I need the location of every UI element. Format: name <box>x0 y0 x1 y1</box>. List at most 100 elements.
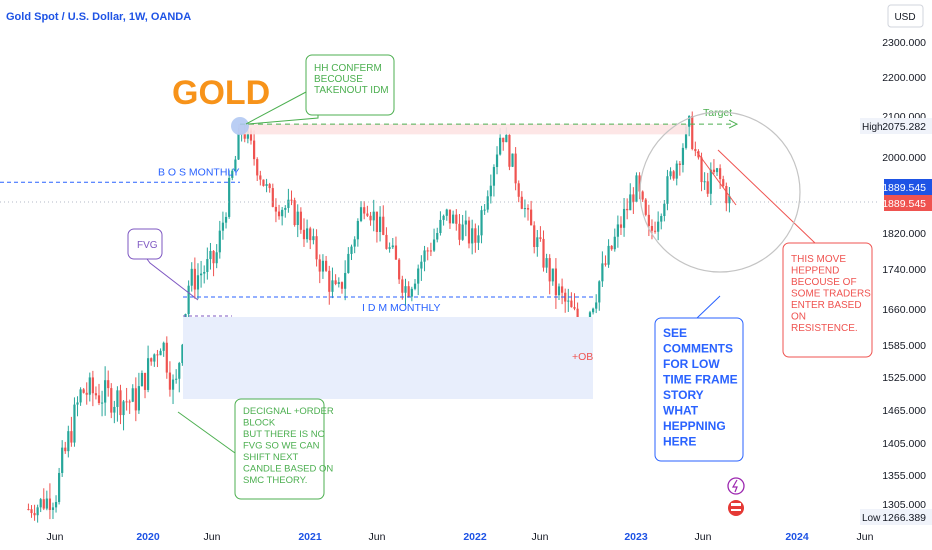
candle-219 <box>709 162 712 206</box>
candle-body <box>499 137 502 155</box>
candle-52 <box>187 280 190 322</box>
hh-callout-line-0: HH CONFERM <box>314 63 382 74</box>
candle-body <box>570 300 573 308</box>
candle-91 <box>309 226 312 250</box>
candle-body <box>97 395 101 404</box>
candle-body <box>100 402 104 404</box>
candle-29 <box>116 386 119 422</box>
candle-body <box>517 183 520 197</box>
target-arrow <box>728 119 739 129</box>
price-tick: 1305.000 <box>882 499 926 511</box>
candle-body <box>567 300 570 302</box>
candle-body <box>385 234 388 249</box>
candle-169 <box>554 258 558 309</box>
move-callout-line-5: ON <box>791 312 806 323</box>
candle-62 <box>218 220 221 259</box>
candle-body <box>51 507 55 510</box>
candle-194 <box>632 187 635 214</box>
current-price-value-2: 1889.545 <box>882 198 926 210</box>
idm-monthly-label: I D M MONTHLY <box>362 302 441 314</box>
candle-body <box>171 379 175 390</box>
candle-body <box>638 175 641 192</box>
candle-140 <box>464 210 467 237</box>
candle-15 <box>73 397 76 447</box>
candle-39 <box>146 345 150 393</box>
candle-131 <box>436 227 439 243</box>
candle-67 <box>234 155 237 171</box>
candle-204 <box>663 200 666 222</box>
candle-111 <box>372 199 375 232</box>
candle-body <box>551 268 554 282</box>
candle-22 <box>94 386 98 400</box>
hh-callout-pointer <box>247 115 319 125</box>
currency-button[interactable] <box>887 4 924 28</box>
lightning-icon-ring <box>727 477 745 495</box>
time-tick: Jun <box>369 531 386 543</box>
candle-body <box>420 261 423 269</box>
candle-body <box>719 168 722 180</box>
hh-callout-box <box>305 54 395 116</box>
current-price-badge-2 <box>884 195 932 211</box>
candle-26 <box>107 370 110 397</box>
candle-body <box>64 447 67 452</box>
candle-body <box>302 229 306 240</box>
candle-body <box>725 185 728 204</box>
candle-11 <box>61 440 64 477</box>
candle-6 <box>45 490 48 511</box>
candle-28 <box>113 400 116 424</box>
candle-112 <box>375 211 379 243</box>
candle-88 <box>299 207 302 234</box>
time-tick: 2024 <box>785 531 809 543</box>
candle-174 <box>570 292 573 308</box>
candle-body <box>619 224 623 228</box>
candle-body <box>353 239 356 247</box>
fvg-callout: FVG <box>127 228 163 260</box>
candle-body <box>514 153 517 184</box>
candle-186 <box>607 239 610 268</box>
candle-body <box>274 206 278 212</box>
candle-79 <box>271 183 274 208</box>
candle-body <box>246 130 249 139</box>
candle-body <box>436 232 439 240</box>
candle-73 <box>252 130 256 166</box>
candle-223 <box>722 175 725 188</box>
candle-body <box>110 388 113 413</box>
candle-body <box>328 270 331 292</box>
candle-193 <box>629 183 632 211</box>
candle-body <box>545 258 548 268</box>
candle-37 <box>140 370 144 387</box>
candle-body <box>318 259 321 272</box>
candle-163 <box>536 230 539 257</box>
candle-body <box>54 502 58 508</box>
order-block-callout-line-6: SMC THEORY. <box>243 475 307 486</box>
candle-body <box>190 268 193 286</box>
candle-98 <box>331 267 334 299</box>
candle-body <box>700 157 703 183</box>
price-tick: 1660.000 <box>882 304 926 316</box>
candle-93 <box>315 229 318 267</box>
candle-46 <box>168 361 172 397</box>
candle-body <box>88 377 91 395</box>
price-tick: 1820.000 <box>882 228 926 240</box>
candle-136 <box>452 210 455 224</box>
candle-body <box>539 237 542 239</box>
candle-body <box>70 431 73 443</box>
candle-body <box>159 350 162 356</box>
order-block-zone <box>183 317 593 399</box>
candle-222 <box>719 164 722 189</box>
candle-53 <box>190 262 193 292</box>
candle-47 <box>171 374 175 405</box>
candle-198 <box>644 198 647 217</box>
candle-33 <box>128 399 131 414</box>
move-callout-line-0: THIS MOVE <box>791 254 846 265</box>
time-tick: 2020 <box>136 531 160 543</box>
candle-body <box>337 282 340 284</box>
candle-body <box>321 260 325 272</box>
price-tick: 1525.000 <box>882 372 926 384</box>
candle-173 <box>567 288 570 312</box>
candle-197 <box>641 190 644 202</box>
comments-leader <box>696 295 721 319</box>
order-block-leader <box>177 411 236 454</box>
